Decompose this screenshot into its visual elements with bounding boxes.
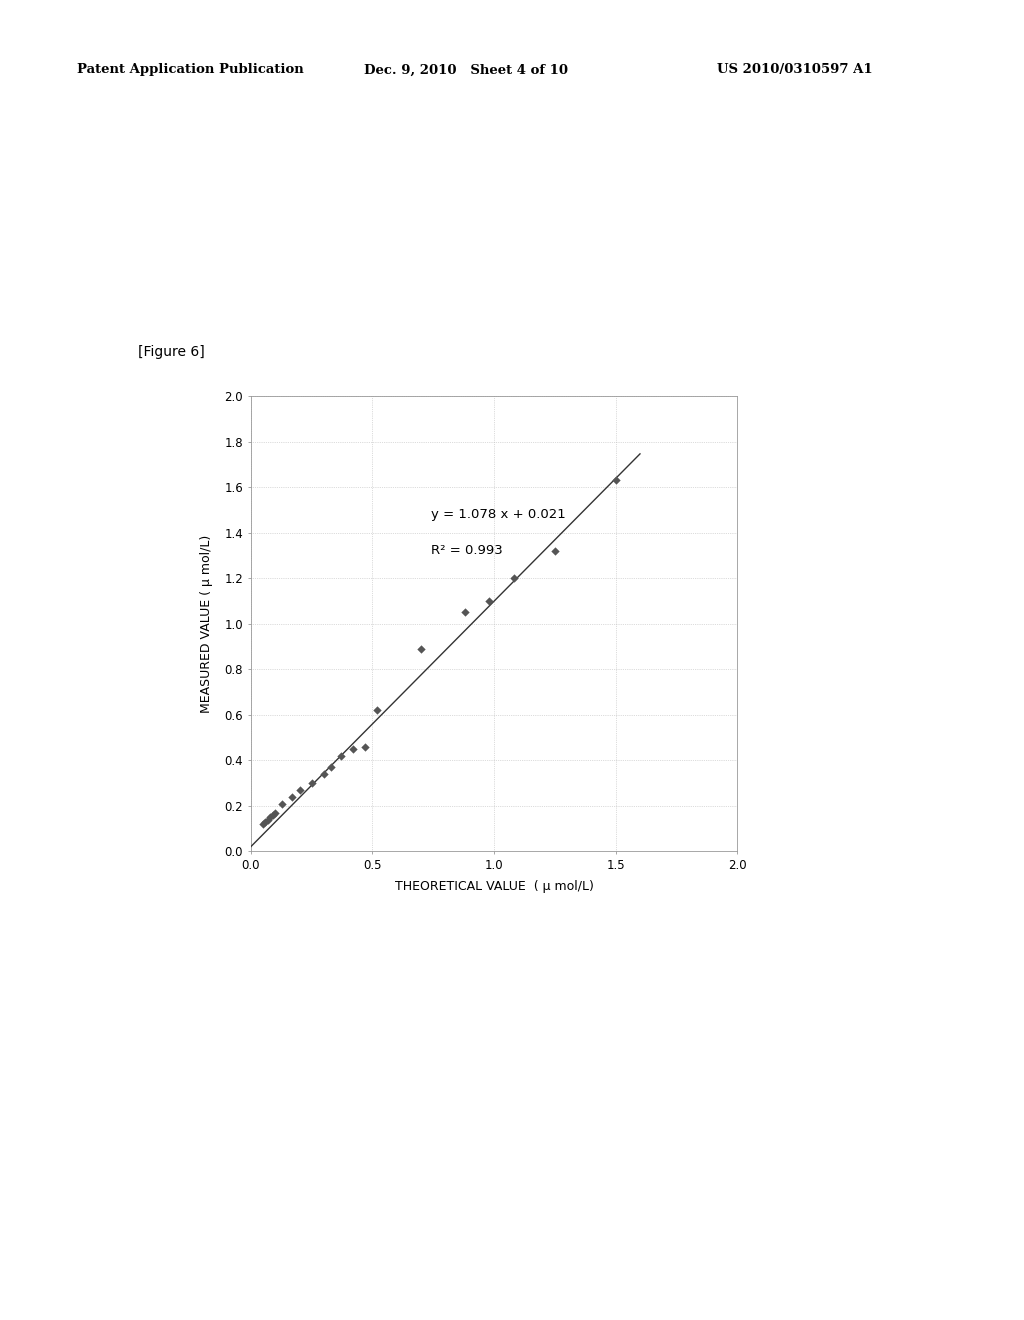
Text: Dec. 9, 2010   Sheet 4 of 10: Dec. 9, 2010 Sheet 4 of 10 (364, 63, 567, 77)
Y-axis label: MEASURED VALUE ( μ mol/L): MEASURED VALUE ( μ mol/L) (201, 535, 213, 713)
Point (506, 568, 522, 589)
Point (260, 809, 276, 830)
Point (264, 804, 281, 825)
Point (607, 470, 624, 491)
X-axis label: THEORETICAL VALUE  ( μ mol/L): THEORETICAL VALUE ( μ mol/L) (394, 880, 594, 894)
Point (333, 746, 349, 767)
Point (255, 813, 271, 834)
Point (262, 807, 279, 828)
Text: US 2010/0310597 A1: US 2010/0310597 A1 (717, 63, 872, 77)
Text: y = 1.078 x + 0.021: y = 1.078 x + 0.021 (431, 508, 565, 521)
Point (284, 787, 300, 808)
Point (315, 763, 332, 784)
Point (323, 756, 339, 777)
Text: [Figure 6]: [Figure 6] (138, 345, 205, 359)
Text: Patent Application Publication: Patent Application Publication (77, 63, 303, 77)
Point (357, 737, 374, 758)
Point (274, 793, 291, 814)
Point (547, 540, 563, 561)
Text: R² = 0.993: R² = 0.993 (431, 544, 503, 557)
Point (303, 772, 319, 793)
Point (291, 779, 307, 800)
Point (345, 738, 361, 759)
Point (457, 602, 473, 623)
Point (257, 812, 273, 833)
Point (267, 803, 284, 824)
Point (481, 590, 498, 611)
Point (413, 638, 429, 659)
Point (369, 700, 385, 721)
